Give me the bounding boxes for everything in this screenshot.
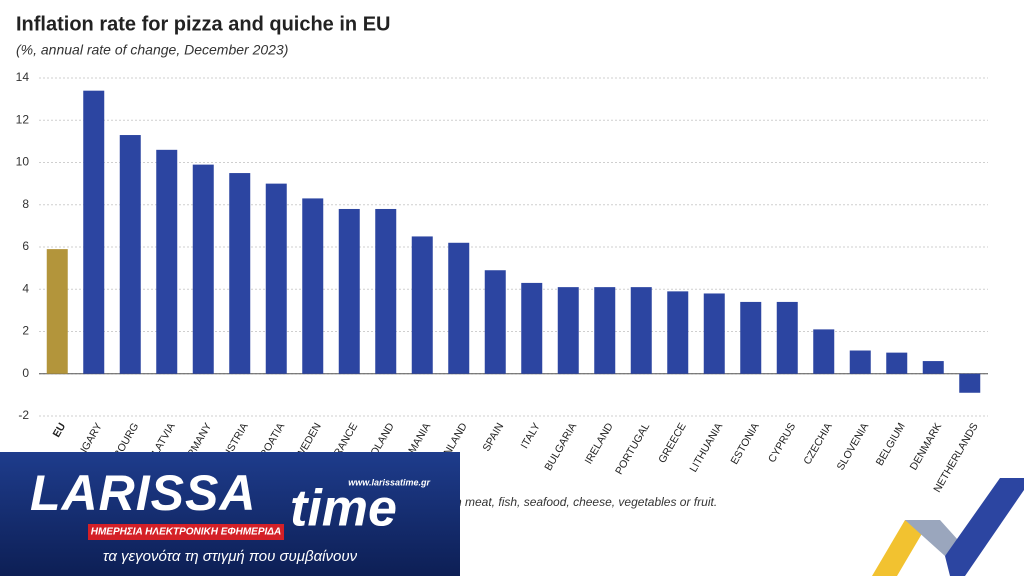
bar	[46, 249, 68, 374]
x-tick-label: DENMARK	[908, 421, 945, 472]
bar	[740, 301, 762, 374]
x-tick-label: SPAIN	[480, 421, 506, 454]
y-tick-label: 8	[22, 197, 29, 211]
x-tick-label: CZECHIA	[801, 421, 834, 467]
footnote: n meat, fish, seafood, cheese, vegetable…	[455, 495, 717, 509]
bar	[703, 293, 725, 374]
y-tick-label: 2	[22, 324, 29, 338]
bar	[922, 361, 944, 374]
bar	[521, 282, 543, 374]
x-tick-label: BELGIUM	[874, 421, 908, 468]
bar	[959, 373, 981, 393]
bar	[594, 287, 616, 374]
bar	[338, 208, 360, 374]
bar	[302, 198, 324, 374]
bar	[849, 350, 871, 374]
x-tick-label: GREECE	[656, 421, 689, 465]
y-tick-label: 0	[22, 366, 29, 380]
x-tick-label: CYPRUS	[766, 421, 798, 465]
x-tick-label: IRELAND	[583, 421, 616, 467]
bar	[813, 329, 835, 374]
x-tick-label: LITHUANIA	[687, 421, 725, 474]
corner-decoration	[872, 478, 1024, 576]
bar	[411, 236, 433, 374]
bar	[630, 287, 652, 374]
bar	[265, 183, 287, 374]
bar	[484, 270, 506, 374]
logo-background	[0, 452, 460, 576]
bar	[119, 135, 141, 374]
x-tick-label: BULGARIA	[542, 421, 579, 473]
x-tick-label: ESTONIA	[728, 421, 761, 467]
bar	[156, 149, 178, 374]
bar	[229, 173, 251, 374]
logo-brand: LARISSA	[30, 465, 256, 521]
bar	[192, 164, 214, 374]
bar	[448, 242, 470, 374]
x-tick-label: ITALY	[519, 421, 543, 451]
y-tick-label: 10	[16, 155, 30, 169]
y-tick-label: 6	[22, 239, 29, 253]
tagline-band	[88, 524, 284, 540]
chart-subtitle: (%, annual rate of change, December 2023…	[16, 42, 288, 58]
bar	[375, 208, 397, 374]
logo-tagline: ΗΜΕΡΗΣΙΑ ΗΛΕΚΤΡΟΝΙΚΗ ΕΦΗΜΕΡΙΔΑ	[91, 527, 281, 538]
logo-overlay: LARISSA time www.larissatime.gr ΗΜΕΡΗΣΙΑ…	[0, 452, 460, 576]
y-tick-label: 14	[16, 70, 30, 84]
logo-slogan: τα γεγονότα τη στιγμή που συμβαίνουν	[103, 548, 358, 565]
y-tick-label: 12	[16, 112, 30, 126]
y-tick-label: -2	[18, 408, 29, 422]
bar	[83, 90, 105, 374]
x-tick-label: EU	[51, 421, 69, 440]
x-tick-label: PORTUGAL	[613, 421, 652, 477]
bar	[776, 301, 798, 374]
chart-title: Inflation rate for pizza and quiche in E…	[16, 13, 390, 35]
y-tick-label: 4	[22, 281, 29, 295]
bar	[886, 352, 908, 374]
bar	[667, 291, 689, 374]
plot: -202468101214EUHUNGARYLUXEMBOURGLATVIAGE…	[16, 70, 988, 495]
x-tick-label: SLOVENIA	[835, 421, 872, 472]
logo-url: www.larissatime.gr	[348, 477, 430, 487]
logo-brand-2: time	[290, 480, 397, 538]
bar	[557, 287, 579, 374]
